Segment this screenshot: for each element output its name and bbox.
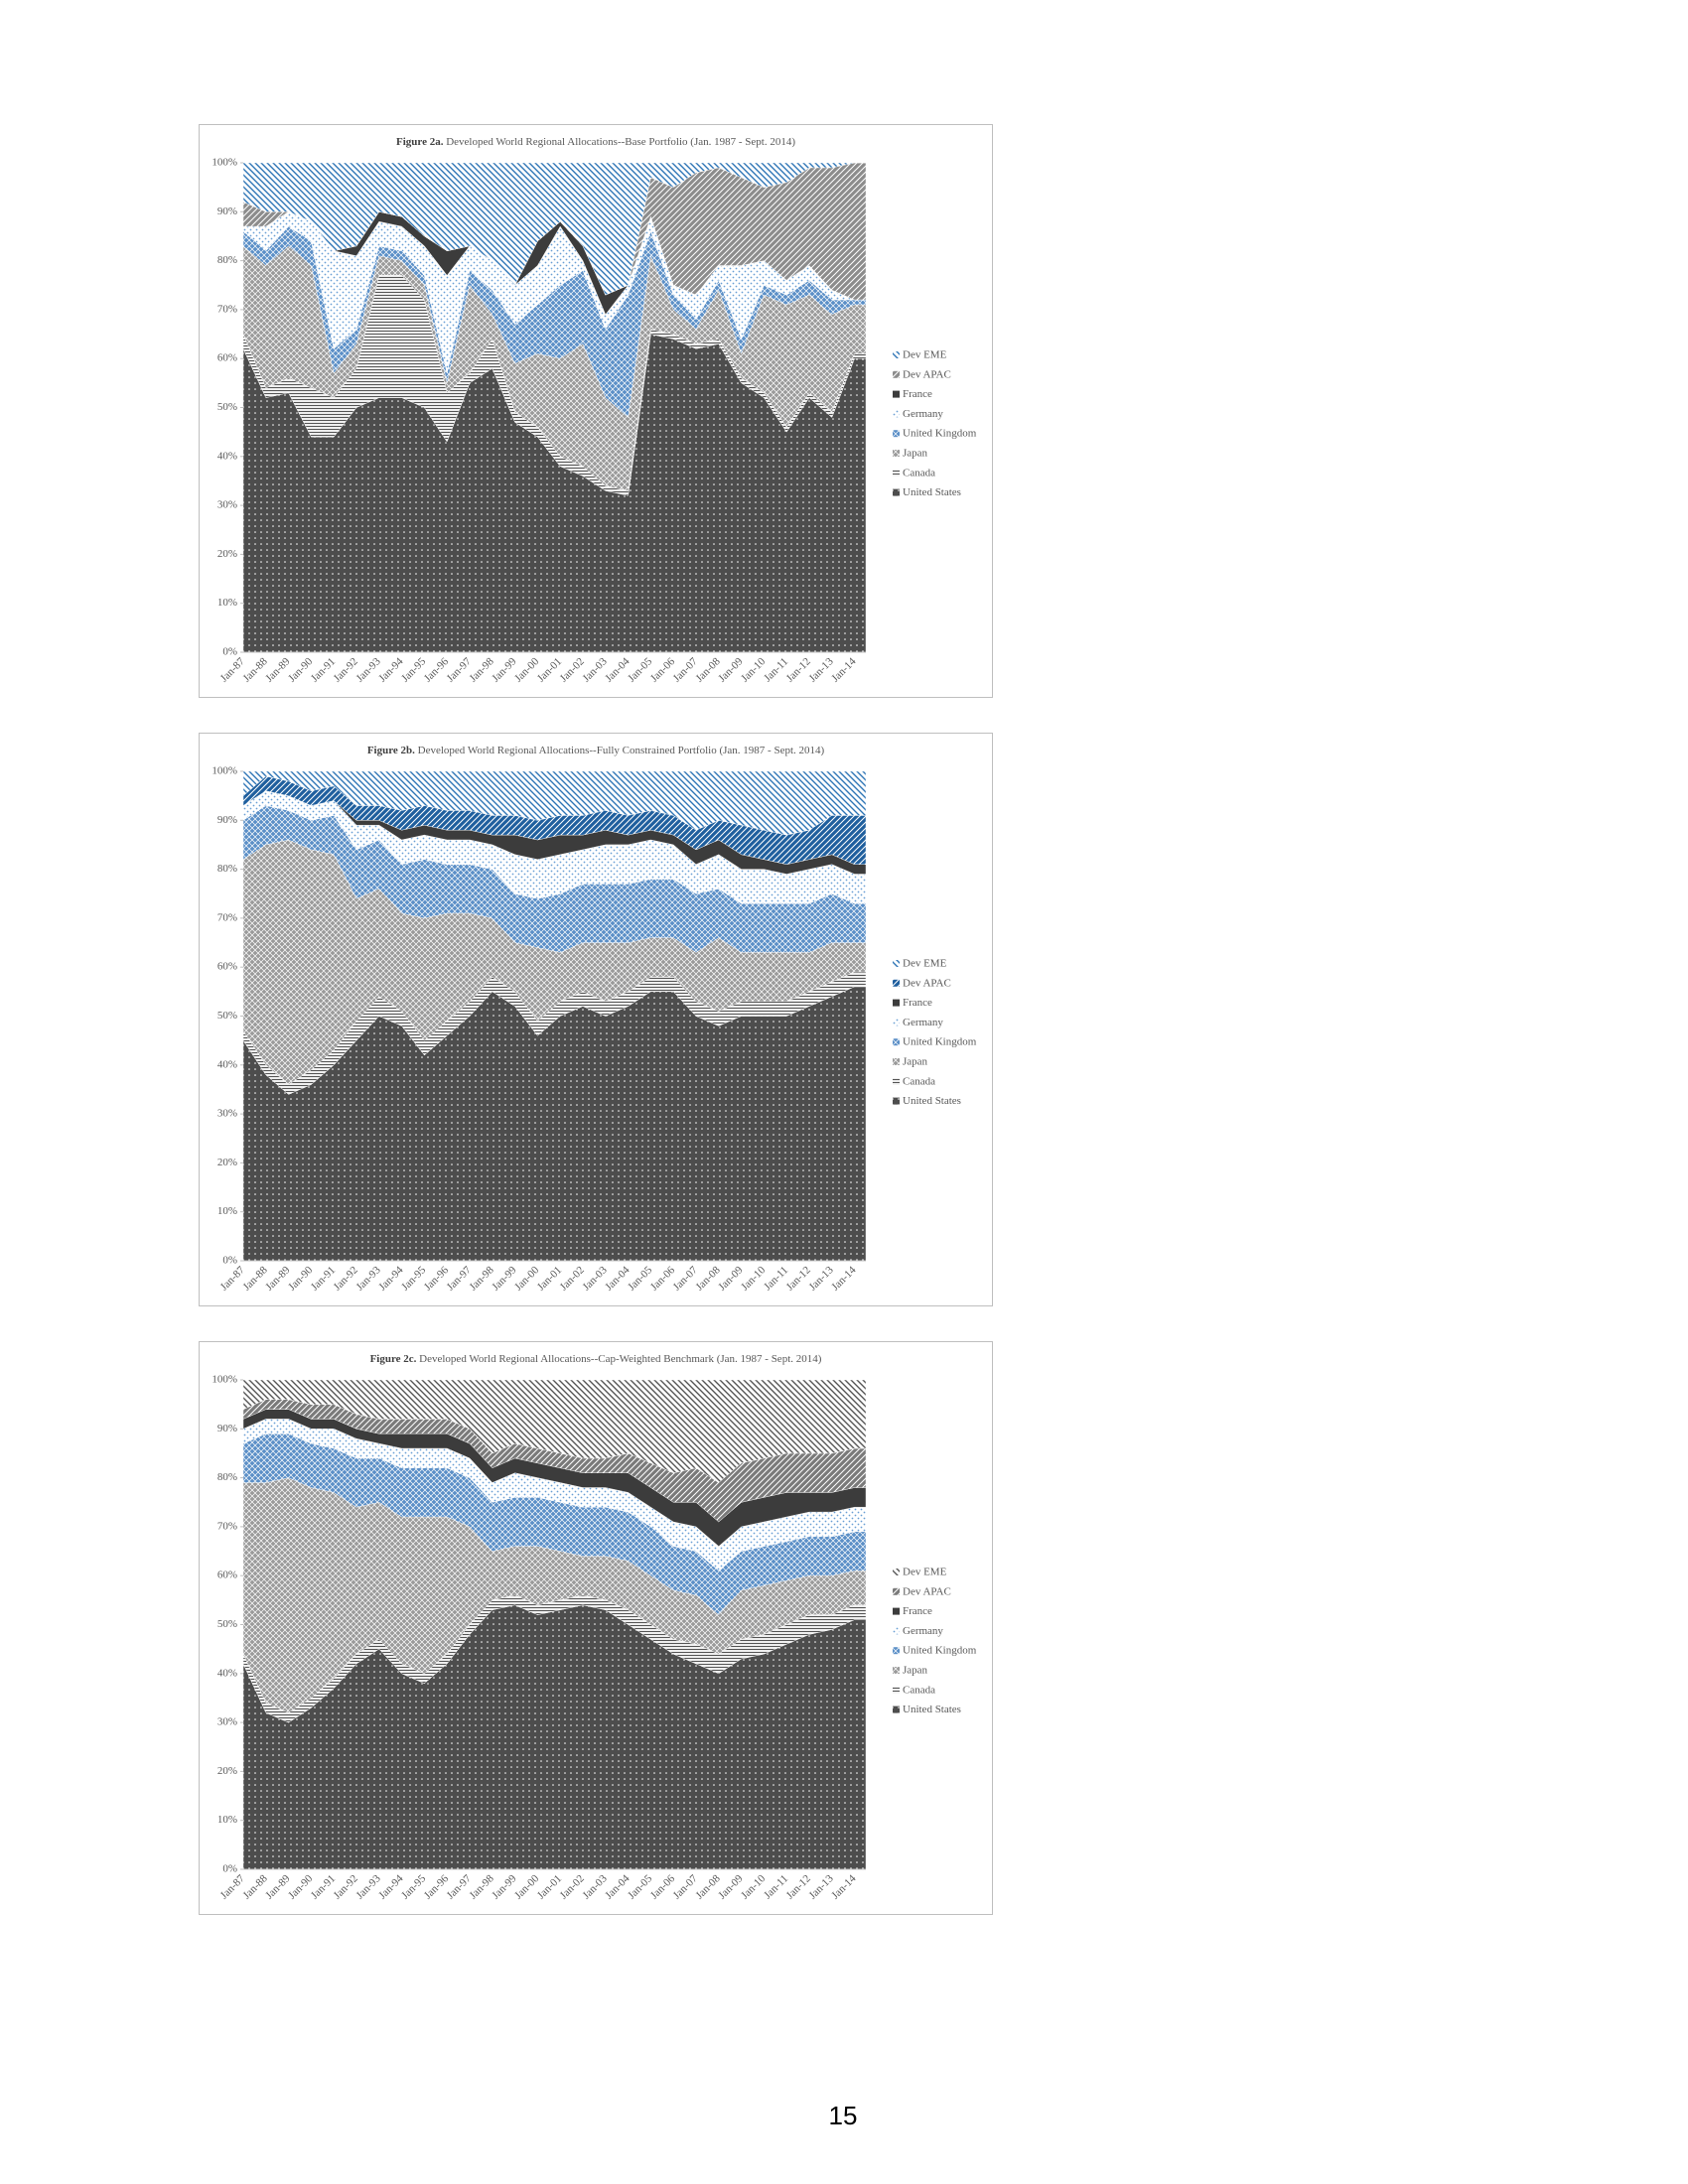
legend-swatch — [893, 979, 900, 987]
legend-label: Japan — [903, 1056, 928, 1068]
legend-swatch — [893, 1058, 900, 1065]
area — [242, 770, 867, 836]
y-tick-label: 10% — [217, 1814, 237, 1826]
y-tick-label: 10% — [217, 597, 237, 609]
chart-title: Figure 2c. Developed World Regional Allo… — [370, 1353, 822, 1365]
legend-swatch — [893, 1569, 900, 1575]
y-tick-label: 60% — [217, 352, 237, 364]
legend-label: France — [903, 997, 932, 1009]
legend-swatch — [893, 1038, 900, 1046]
y-tick-label: 70% — [217, 911, 237, 923]
area — [242, 1379, 867, 1483]
figure-label: Figure 2a. — [396, 136, 444, 148]
legend-swatch — [893, 450, 900, 457]
legend-swatch — [893, 1587, 900, 1595]
legend-swatch — [893, 1627, 900, 1635]
y-tick-label: 50% — [217, 401, 237, 413]
y-tick-label: 20% — [217, 548, 237, 560]
legend-label: Germany — [903, 408, 943, 420]
legend-label: United Kingdom — [903, 1645, 977, 1657]
y-tick-label: 30% — [217, 1108, 237, 1120]
legend-label: Germany — [903, 1017, 943, 1028]
figure-label: Figure 2c. — [370, 1353, 417, 1365]
chart: Figure 2a. Developed World Regional Allo… — [199, 124, 993, 698]
legend-label: Dev EME — [903, 958, 947, 970]
legend-label: Canada — [903, 467, 935, 478]
y-tick-label: 10% — [217, 1205, 237, 1217]
legend-label: France — [903, 1605, 932, 1617]
chart-title: Figure 2b. Developed World Regional Allo… — [367, 745, 825, 756]
y-tick-label: 0% — [222, 1863, 237, 1875]
legend-swatch — [893, 390, 900, 398]
y-tick-label: 40% — [217, 1667, 237, 1679]
figure-title: Developed World Regional Allocations--Ca… — [419, 1353, 822, 1365]
chart-title: Figure 2a. Developed World Regional Allo… — [396, 136, 795, 148]
legend-swatch — [893, 351, 900, 358]
legend-label: United Kingdom — [903, 428, 977, 440]
legend-swatch — [893, 1686, 900, 1694]
legend-swatch — [893, 1077, 900, 1085]
legend-swatch — [893, 960, 900, 967]
y-tick-label: 90% — [217, 814, 237, 826]
legend-label: United States — [903, 1095, 961, 1107]
y-tick-label: 30% — [217, 499, 237, 511]
legend-swatch — [893, 1667, 900, 1674]
y-tick-label: 40% — [217, 450, 237, 462]
legend-label: Canada — [903, 1075, 935, 1087]
y-tick-label: 20% — [217, 1765, 237, 1777]
legend-swatch — [893, 469, 900, 477]
legend-swatch — [893, 488, 900, 496]
y-tick-label: 90% — [217, 1423, 237, 1434]
legend-swatch — [893, 999, 900, 1007]
legend-swatch — [893, 430, 900, 438]
legend-label: Canada — [903, 1684, 935, 1696]
y-tick-label: 80% — [217, 863, 237, 875]
legend-label: United Kingdom — [903, 1036, 977, 1048]
y-tick-label: 50% — [217, 1010, 237, 1022]
legend-swatch — [893, 1706, 900, 1713]
y-tick-label: 0% — [222, 646, 237, 658]
chart: Figure 2b. Developed World Regional Allo… — [199, 733, 993, 1306]
y-tick-label: 70% — [217, 303, 237, 315]
y-tick-label: 40% — [217, 1058, 237, 1070]
figure-label: Figure 2b. — [367, 745, 415, 756]
legend-swatch — [893, 1607, 900, 1615]
legend-label: United States — [903, 1704, 961, 1715]
y-tick-label: 70% — [217, 1520, 237, 1532]
figure-title: Developed World Regional Allocations--Fu… — [418, 745, 825, 756]
y-tick-label: 60% — [217, 1570, 237, 1581]
y-tick-label: 50% — [217, 1618, 237, 1630]
legend-label: Japan — [903, 1665, 928, 1677]
y-tick-label: 100% — [211, 157, 237, 169]
y-tick-label: 100% — [211, 765, 237, 777]
y-tick-label: 80% — [217, 254, 237, 266]
legend-label: Dev APAC — [903, 368, 951, 380]
legend-swatch — [893, 410, 900, 418]
legend-label: Dev EME — [903, 349, 947, 361]
legend-swatch — [893, 370, 900, 378]
y-tick-label: 60% — [217, 961, 237, 973]
legend-label: Dev EME — [903, 1567, 947, 1578]
legend-label: France — [903, 388, 932, 400]
y-tick-label: 90% — [217, 205, 237, 217]
area — [242, 162, 866, 296]
legend-label: Dev APAC — [903, 977, 951, 989]
page-number: 15 — [829, 2101, 858, 2130]
chart: Figure 2c. Developed World Regional Allo… — [199, 1341, 993, 1915]
legend-label: Dev APAC — [903, 1585, 951, 1597]
y-tick-label: 30% — [217, 1716, 237, 1728]
legend-swatch — [893, 1097, 900, 1105]
legend-swatch — [893, 1647, 900, 1655]
y-tick-label: 0% — [222, 1255, 237, 1267]
y-tick-label: 100% — [211, 1374, 237, 1386]
y-tick-label: 80% — [217, 1471, 237, 1483]
figure-title: Developed World Regional Allocations--Ba… — [446, 136, 795, 148]
y-tick-label: 20% — [217, 1157, 237, 1168]
legend-label: Japan — [903, 448, 928, 460]
legend-swatch — [893, 1019, 900, 1026]
legend-label: United States — [903, 486, 961, 498]
legend-label: Germany — [903, 1625, 943, 1637]
